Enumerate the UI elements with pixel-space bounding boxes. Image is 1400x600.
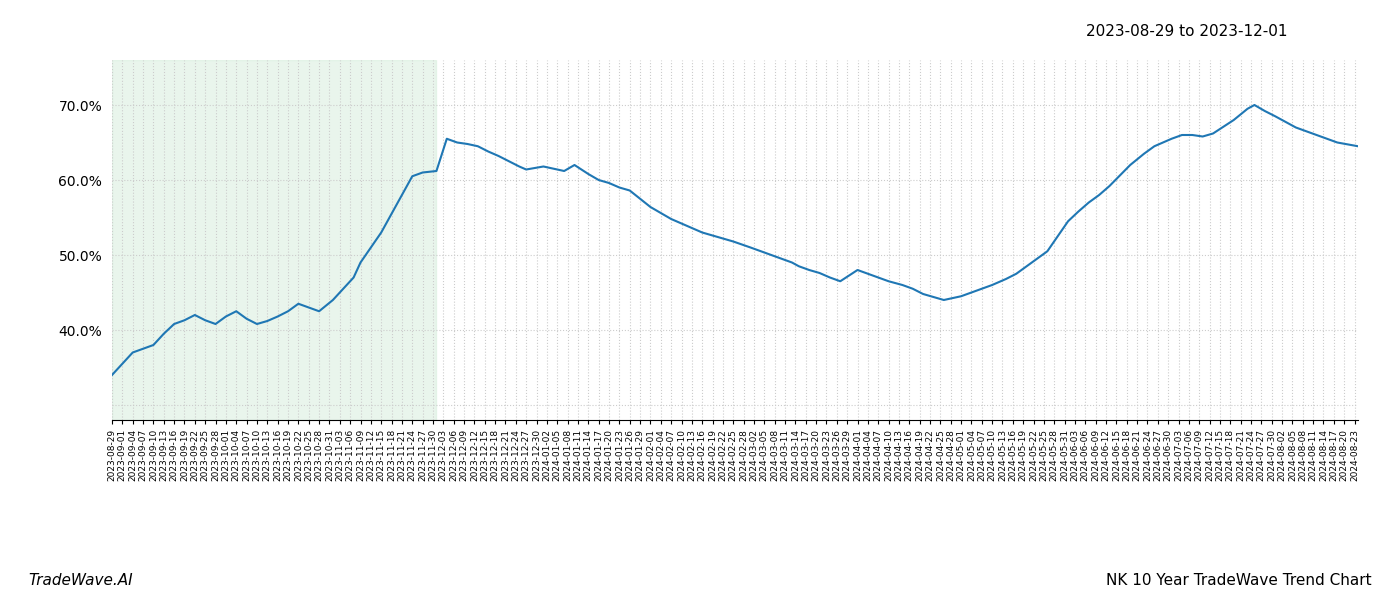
Bar <box>112 60 437 420</box>
Text: 2023-08-29 to 2023-12-01: 2023-08-29 to 2023-12-01 <box>1086 24 1288 39</box>
Text: NK 10 Year TradeWave Trend Chart: NK 10 Year TradeWave Trend Chart <box>1106 573 1372 588</box>
Text: TradeWave.AI: TradeWave.AI <box>28 573 133 588</box>
